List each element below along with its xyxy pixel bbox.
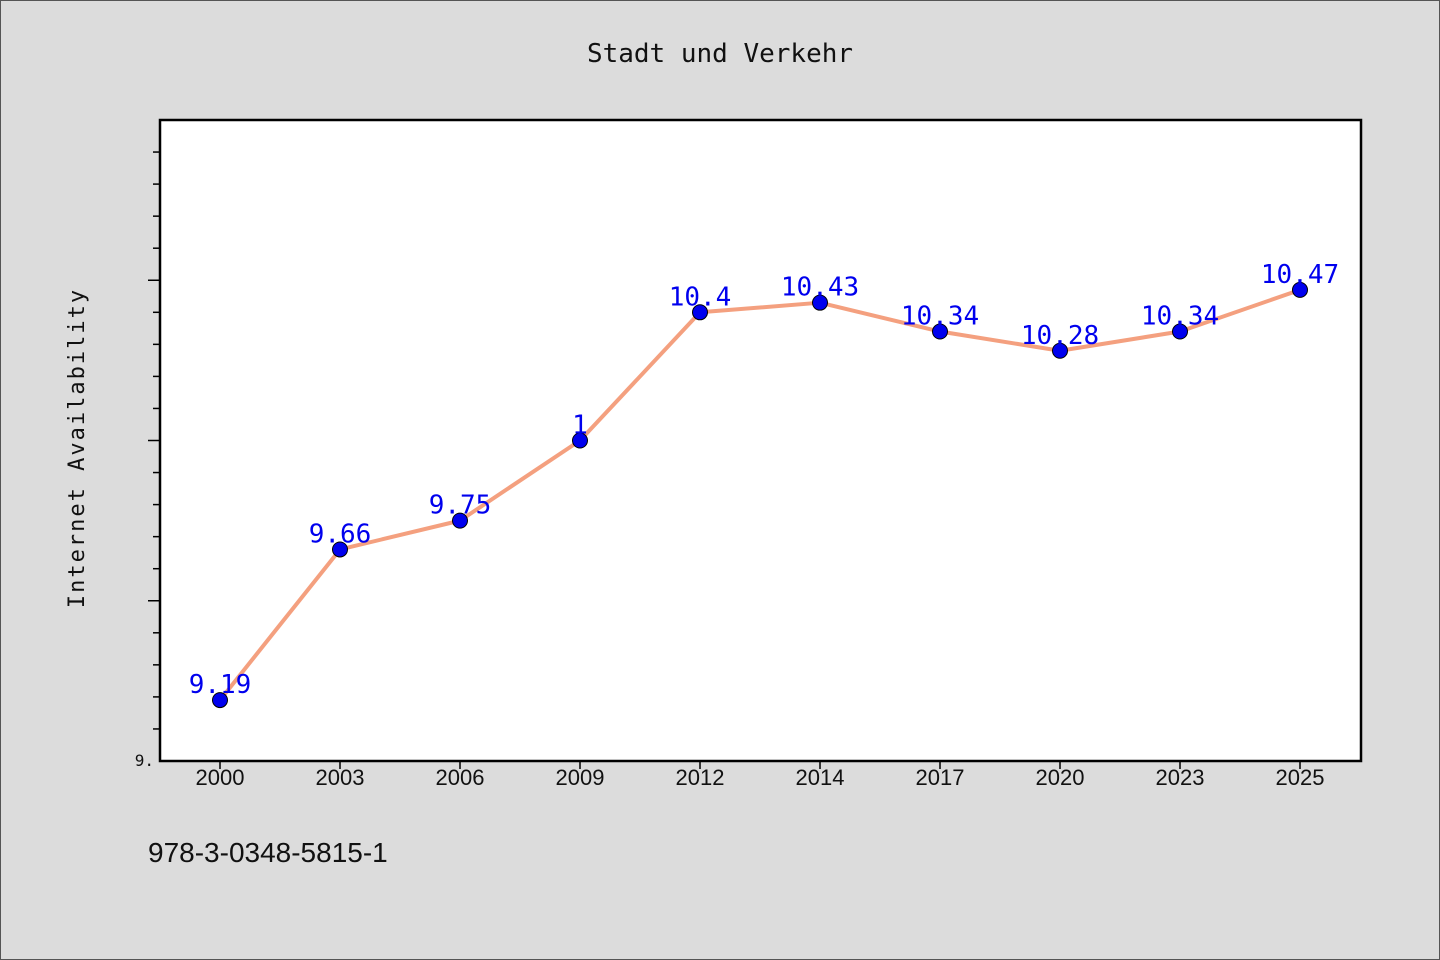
data-point [332,541,348,558]
y-axis-label: Internet Availability [65,288,90,608]
x-tick-label: 2000 [196,765,245,790]
data-point [1052,342,1068,359]
data-point [1292,281,1308,298]
data-point [572,432,588,449]
data-markers [212,281,1308,709]
footer-isbn: 978-3-0348-5815-1 [148,837,388,868]
data-label: 9.19 [189,670,252,700]
series-line [218,287,1301,702]
x-tick-label: 2009 [556,765,605,790]
data-label: 9.66 [309,519,372,549]
x-axis-labels: 2000 2003 2006 2009 2012 2014 2017 2020 2023 2025 [196,765,1325,790]
data-label: 10.43 [781,273,859,303]
data-label: 10.4 [669,282,732,312]
x-tick-label: 2012 [676,765,725,790]
data-label: 10.34 [1141,302,1219,332]
data-point [212,692,228,709]
data-label: 9.75 [429,491,492,521]
x-tick-label: 2003 [316,765,365,790]
data-label: 10.47 [1261,260,1339,290]
data-label: 1 [572,411,588,441]
data-point [452,512,468,529]
plot-area [158,118,1363,763]
y-axis-ticks [148,151,160,730]
data-labels: 9.19 9.66 9.75 1 10.4 10.43 10.34 10.28 10.34 10.… [189,260,1339,700]
x-tick-label: 2025 [1276,765,1325,790]
x-tick-label: 2006 [436,765,485,790]
y-tick-label: 9. [135,751,154,770]
data-label: 10.34 [901,302,979,332]
data-point [692,304,708,321]
x-tick-label: 2014 [796,765,845,790]
x-tick-label: 2017 [916,765,965,790]
data-label: 10.28 [1021,321,1099,351]
data-point [1172,323,1188,340]
x-tick-label: 2023 [1156,765,1205,790]
x-axis-ticks [219,761,1301,769]
data-point [932,323,948,340]
data-point [812,294,828,311]
x-tick-label: 2020 [1036,765,1085,790]
chart-title: Stadt und Verkehr [587,39,853,69]
